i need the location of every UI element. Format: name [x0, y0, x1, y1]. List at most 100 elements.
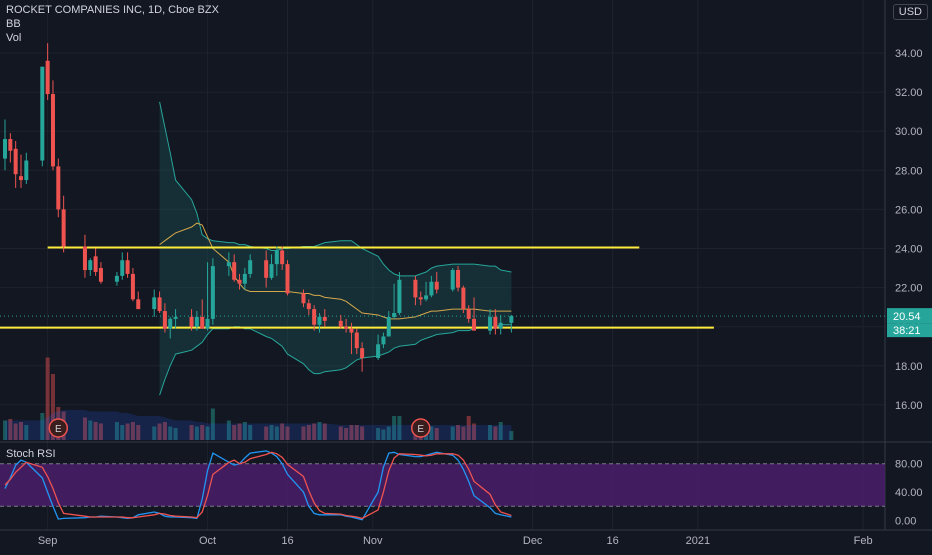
candle — [242, 268, 247, 290]
currency-badge[interactable]: USD — [892, 4, 928, 20]
candle — [93, 248, 98, 276]
candle-body — [162, 311, 167, 329]
candle — [392, 283, 397, 319]
candle — [8, 133, 13, 163]
earnings-marker[interactable]: E — [410, 418, 431, 438]
candle — [472, 297, 477, 331]
last-price-label: 20.54 — [893, 311, 921, 323]
candle — [434, 271, 439, 294]
candle-body — [509, 316, 514, 323]
candle-body — [493, 316, 498, 329]
candle-body — [498, 322, 503, 329]
candle — [413, 275, 418, 306]
bb-indicator-label[interactable]: BB — [6, 18, 21, 30]
volume-bar — [18, 422, 23, 440]
candle — [280, 246, 285, 271]
volume-bar — [488, 425, 493, 440]
candle — [173, 309, 178, 329]
volume-bar — [232, 425, 237, 440]
volume-bar — [397, 416, 402, 440]
volume-bar — [8, 419, 13, 440]
candle — [45, 43, 50, 100]
volume-indicator-label[interactable]: Vol — [6, 32, 22, 44]
price-axis-tick-label: 26.00 — [895, 204, 923, 216]
candle-body — [434, 281, 439, 290]
candle — [461, 285, 466, 314]
candle-body — [173, 316, 178, 319]
stoch-rsi-d-line — [4, 451, 512, 520]
candle — [264, 250, 269, 288]
candle-body — [280, 250, 285, 265]
candle — [354, 328, 359, 355]
bb-upper-line — [159, 101, 512, 277]
volume-bar — [13, 423, 18, 440]
volume-bar — [40, 413, 45, 440]
candle-body — [61, 209, 66, 247]
stoch-rsi-title[interactable]: Stoch RSI — [6, 448, 56, 460]
candle — [50, 80, 55, 171]
last-price-badge — [887, 308, 932, 324]
candle — [237, 273, 242, 290]
candle — [322, 309, 327, 327]
candle-body — [450, 270, 455, 290]
candle-body — [301, 293, 306, 304]
candle-body — [274, 250, 279, 265]
candle — [301, 289, 306, 308]
volume-bar — [120, 425, 125, 440]
candle-body — [466, 309, 471, 319]
candle-body — [40, 66, 45, 161]
candle-body — [472, 318, 477, 331]
volume-bar — [114, 422, 119, 440]
candle — [210, 258, 215, 325]
volume-bar — [248, 425, 253, 440]
candle — [152, 289, 157, 317]
candle — [317, 313, 322, 333]
volume-bar — [93, 422, 98, 440]
candle — [269, 254, 274, 280]
volume-bar — [3, 420, 7, 440]
candle — [381, 332, 386, 349]
volume-bar — [274, 426, 279, 440]
volume-bar — [461, 426, 466, 440]
volume-bar — [493, 426, 498, 440]
volume-bar — [472, 423, 477, 440]
candle-body — [397, 279, 402, 314]
candle — [498, 314, 503, 335]
earnings-marker[interactable]: E — [48, 418, 69, 438]
candle — [312, 305, 317, 331]
candle-body — [152, 297, 157, 310]
time-axis-tick-label: Sep — [38, 535, 58, 547]
price-axis-tick-label: 30.00 — [895, 126, 923, 138]
candle-body — [82, 246, 87, 271]
volume-bar — [200, 425, 205, 440]
volume-bar — [152, 426, 157, 440]
candle-body — [429, 281, 434, 296]
candle — [450, 268, 455, 292]
candle-body — [93, 256, 98, 272]
candle — [232, 254, 237, 282]
candle — [248, 254, 253, 278]
volume-bar — [285, 426, 290, 440]
candle — [200, 299, 205, 329]
volume-bar — [498, 422, 503, 440]
volume-bar — [226, 420, 231, 440]
candle — [424, 281, 429, 302]
candle-body — [88, 260, 93, 271]
candle — [338, 314, 343, 329]
candle — [429, 275, 434, 298]
earnings-label: E — [55, 424, 62, 435]
candle-body — [386, 316, 391, 337]
stoch-rsi-tick-label: 40.00 — [895, 487, 923, 499]
candle — [189, 309, 194, 331]
candle-body — [424, 295, 429, 300]
volume-bar — [354, 425, 359, 440]
volume-bar — [157, 423, 162, 440]
countdown-label: 38:21 — [893, 325, 921, 337]
candle-body — [264, 260, 269, 278]
candle-body — [338, 320, 343, 327]
candle — [205, 262, 210, 331]
candle — [40, 66, 45, 167]
volume-bar — [392, 416, 397, 440]
